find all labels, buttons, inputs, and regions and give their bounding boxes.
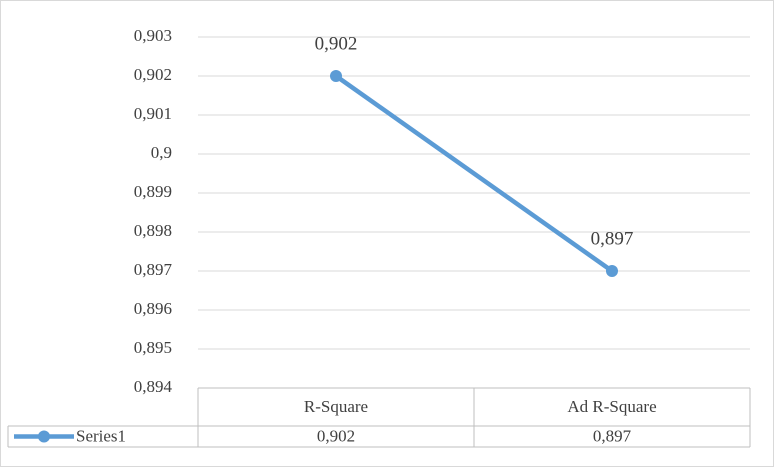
- y-tick-label: 0,898: [134, 221, 172, 240]
- x-tick-label: R-Square: [304, 397, 368, 416]
- y-tick-label: 0,902: [134, 65, 172, 84]
- marker: [330, 70, 342, 82]
- legend-marker: [38, 430, 50, 443]
- table-value: 0,897: [593, 426, 632, 445]
- series-line: [334, 74, 614, 273]
- y-tick-label: 0,903: [134, 26, 172, 45]
- y-tick-label: 0,899: [134, 182, 172, 201]
- x-tick-label: Ad R-Square: [567, 397, 656, 416]
- y-tick-label: 0,894: [134, 377, 173, 396]
- y-tick-label: 0,895: [134, 338, 172, 357]
- data-label: 0,897: [591, 228, 634, 249]
- y-tick-label: 0,897: [134, 260, 173, 279]
- y-tick-label: 0,901: [134, 104, 172, 123]
- y-tick-label: 0,896: [134, 299, 172, 318]
- marker: [606, 265, 618, 277]
- legend-label: Series1: [76, 426, 126, 445]
- table-value: 0,902: [317, 426, 355, 445]
- data-label: 0,902: [315, 33, 358, 54]
- y-tick-label: 0,9: [151, 143, 172, 162]
